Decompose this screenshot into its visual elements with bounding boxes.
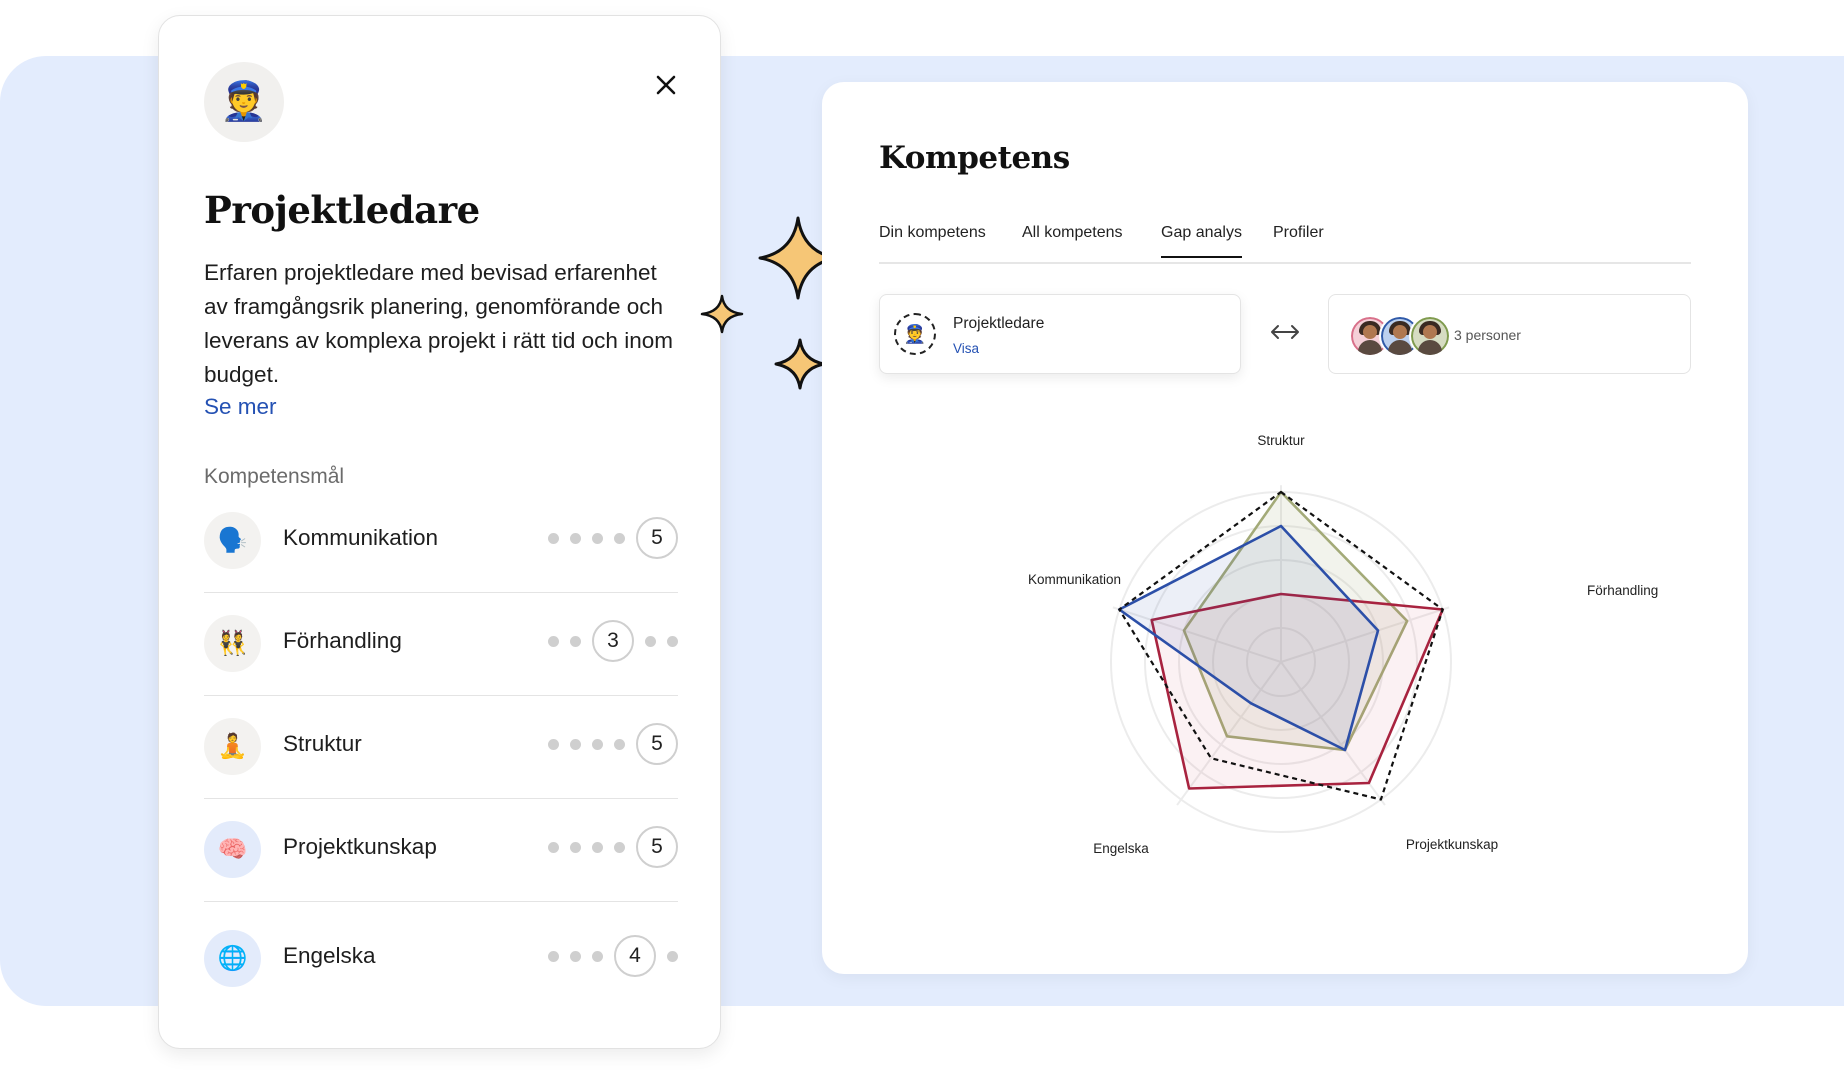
skill-row-kommunikation: 🗣️ Kommunikation 5 <box>204 489 678 593</box>
level-dot <box>570 738 581 750</box>
level-dot <box>614 738 625 750</box>
level-dot <box>592 950 603 962</box>
level-dot <box>645 635 656 647</box>
sparkle-large <box>758 216 838 300</box>
tab-din-kompetens[interactable]: Din kompetens <box>879 224 986 241</box>
role-title: Projektledare <box>204 188 480 232</box>
compare-people-card[interactable]: 3 personer <box>1328 294 1691 374</box>
skill-name: Projektkunskap <box>283 834 437 859</box>
radar-chart: Struktur Förhandling Projektkunskap Engelsk… <box>1028 433 1658 856</box>
skill-name: Struktur <box>283 731 362 756</box>
radar-series-4 <box>1117 524 1380 752</box>
skill-level-scale[interactable]: 3 <box>548 620 678 662</box>
tab-profiler[interactable]: Profiler <box>1273 224 1324 241</box>
panel-title: Kompetens <box>879 140 1070 176</box>
level-dot <box>570 950 581 962</box>
level-dot <box>548 635 559 647</box>
close-icon <box>656 75 676 95</box>
level-dot <box>592 532 603 544</box>
skill-level-badge: 5 <box>636 826 678 868</box>
level-dot <box>592 738 603 750</box>
skill-name: Förhandling <box>283 628 402 653</box>
skill-row-projektkunskap: 🧠 Projektkunskap 5 <box>204 798 678 902</box>
role-avatar: 👮 <box>204 62 284 142</box>
skill-level-scale[interactable]: 5 <box>548 517 678 559</box>
radar-spoke <box>1176 661 1282 806</box>
compare-role-card[interactable]: 👮 Projektledare Visa <box>879 294 1241 374</box>
radar-spoke <box>1280 661 1386 806</box>
radar-axis-label: Struktur <box>1257 433 1305 448</box>
police-officer-icon: 👮 <box>903 323 927 344</box>
level-dot <box>548 738 559 750</box>
tab-bar: Din kompetens All kompetens Gap analys P… <box>879 224 1691 264</box>
sparkle-medium <box>774 338 826 390</box>
skill-row-struktur: 🧘 Struktur 5 <box>204 695 678 799</box>
skill-level-scale[interactable]: 5 <box>548 723 678 765</box>
radar-axis-label: Engelska <box>1093 841 1149 856</box>
skill-level-badge: 5 <box>636 517 678 559</box>
radar-series-3 <box>1150 592 1445 790</box>
tab-gap-analys[interactable]: Gap analys <box>1161 224 1242 258</box>
radar-spoke <box>1280 606 1450 663</box>
close-button[interactable] <box>645 64 687 106</box>
person-avatar <box>1409 315 1451 357</box>
view-role-link[interactable]: Visa <box>953 341 980 356</box>
level-dot <box>570 635 581 647</box>
level-dot <box>667 950 678 962</box>
compare-role-name: Projektledare <box>953 315 1045 332</box>
goals-heading: Kompetensmål <box>204 465 345 488</box>
level-dot <box>548 841 559 853</box>
sparkles-decoration <box>700 216 838 390</box>
level-dot <box>548 950 559 962</box>
people-count: 3 personer <box>1454 327 1521 343</box>
skill-level-badge: 3 <box>592 620 634 662</box>
level-dot <box>570 532 581 544</box>
level-dot <box>614 841 625 853</box>
skill-icon-projektkunskap: 🧠 <box>204 821 261 878</box>
see-more-link[interactable]: Se mer <box>204 394 277 419</box>
skill-name: Engelska <box>283 943 376 968</box>
level-dot <box>614 532 625 544</box>
skill-level-badge: 5 <box>636 723 678 765</box>
role-mini-avatar: 👮 <box>894 313 936 355</box>
skill-icon-engelska: 🌐 <box>204 930 261 987</box>
swap-arrows-icon[interactable] <box>1267 320 1303 344</box>
level-dot <box>592 841 603 853</box>
radar-axis-label: Projektkunskap <box>1406 837 1498 852</box>
competence-panel: Kompetens Din kompetens All kompetens Ga… <box>822 82 1748 974</box>
radar-spoke <box>1112 606 1282 663</box>
police-officer-icon: 👮 <box>220 81 268 123</box>
tab-all-kompetens[interactable]: All kompetens <box>1022 224 1123 241</box>
radar-series-2 <box>1182 490 1409 752</box>
radar-series-1 <box>1118 490 1444 801</box>
skill-row-engelska: 🌐 Engelska 4 <box>204 907 678 1010</box>
skill-name: Kommunikation <box>283 525 439 550</box>
radar-axis-label: Kommunikation <box>1028 572 1121 587</box>
skill-level-scale[interactable]: 5 <box>548 826 678 868</box>
skill-icon-forhandling: 👯 <box>204 615 261 672</box>
skill-icon-kommunikation: 🗣️ <box>204 512 261 569</box>
role-description: Erfaren projektledare med bevisad erfare… <box>204 260 673 387</box>
level-dot <box>548 532 559 544</box>
role-card: 👮 Projektledare Erfaren projektledare me… <box>158 15 721 1049</box>
skill-level-scale[interactable]: 4 <box>548 935 678 977</box>
skill-level-badge: 4 <box>614 935 656 977</box>
skill-row-forhandling: 👯 Förhandling 3 <box>204 592 678 696</box>
sparkle-small <box>700 294 744 334</box>
skill-icon-struktur: 🧘 <box>204 718 261 775</box>
level-dot <box>667 635 678 647</box>
level-dot <box>570 841 581 853</box>
radar-axis-label: Förhandling <box>1587 583 1658 598</box>
